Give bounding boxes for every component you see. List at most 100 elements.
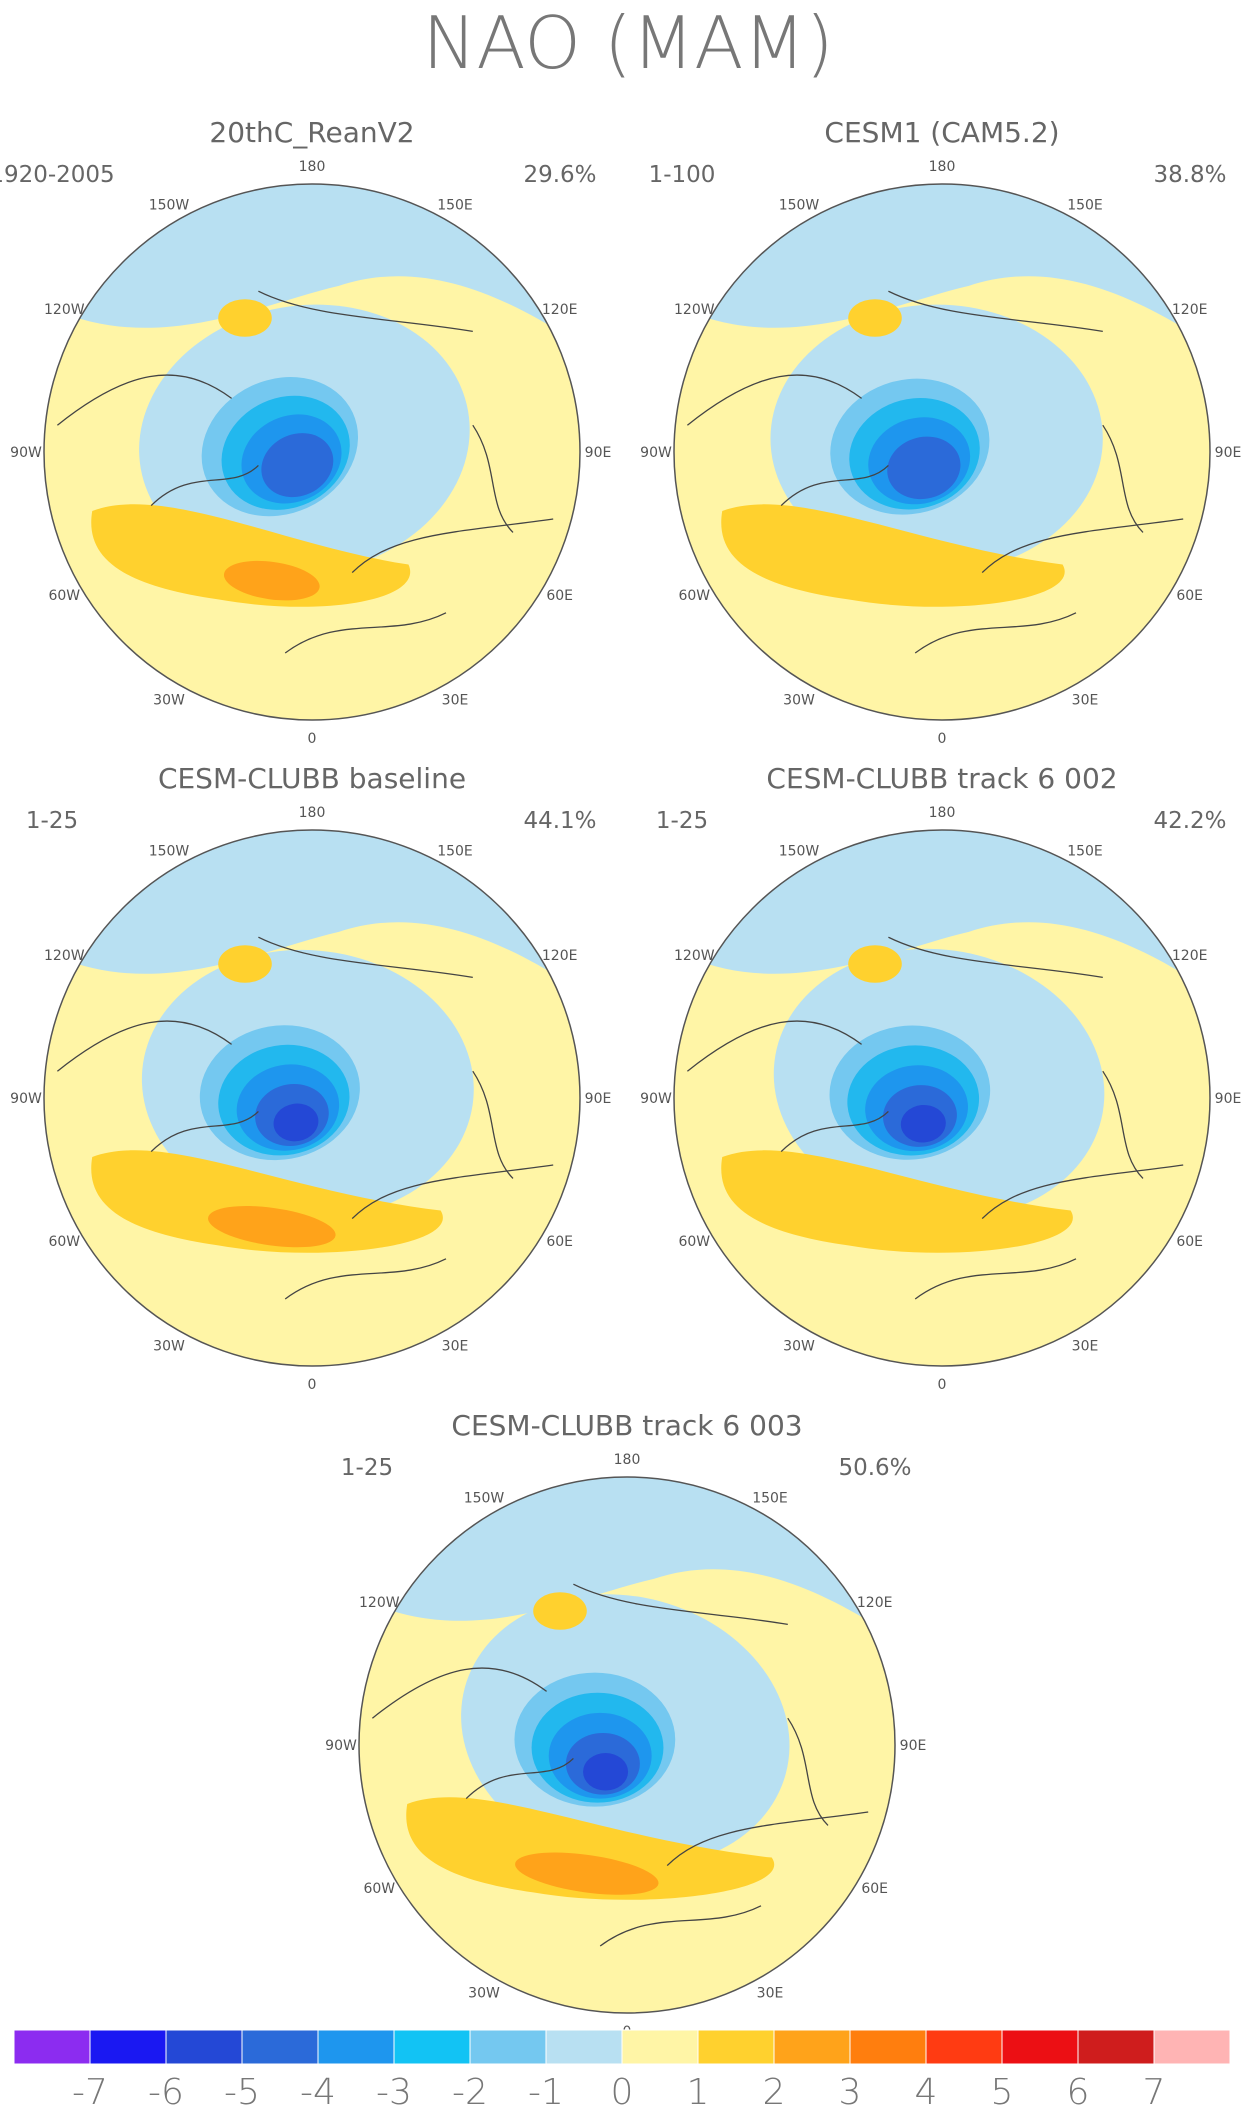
panel-title: CESM-CLUBB track 6 003 [451, 1409, 802, 1442]
map-panel: 20thC_ReanV2 1920-2005 29.6% 180 150E 120E 90E… [0, 116, 611, 747]
shading-region [721, 504, 1065, 607]
lon-label: 30W [468, 1986, 500, 2002]
coastline [284, 612, 447, 654]
map-panel: CESM-CLUBB track 6 003 1-25 50.6% 180 150E 12… [325, 1409, 926, 2040]
shading-region [208, 1206, 336, 1248]
coastline [351, 518, 554, 574]
lon-label: 0 [308, 1377, 317, 1393]
polar-map [359, 1477, 895, 2013]
shading-region [900, 1104, 946, 1143]
figure-title: NAO (MAM) [422, 1, 833, 85]
shading-region [674, 830, 1210, 991]
map-panel: CESM-CLUBB track 6 002 1-25 42.2% 180 150E 12… [640, 762, 1241, 1393]
colorbar-label: 3 [839, 2072, 862, 2113]
colorbar-swatch [621, 2029, 699, 2065]
period-label: 1-25 [656, 808, 708, 834]
coastline [780, 1110, 889, 1153]
lon-label: 150W [464, 1490, 505, 1506]
map-rim [358, 1476, 896, 2014]
polar-map [44, 830, 580, 1366]
coastline [888, 936, 1103, 979]
coastline [914, 612, 1077, 654]
coastline [787, 1717, 829, 1826]
lon-label: 120E [857, 1595, 893, 1611]
coastline [888, 290, 1103, 333]
colorbar-swatch [773, 2029, 851, 2065]
shading-region [44, 184, 580, 345]
lon-label: 90W [10, 445, 42, 461]
variance-percent: 44.1% [523, 808, 596, 834]
lon-label: 60W [48, 588, 80, 604]
colorbar-label: 6 [1067, 2072, 1090, 2113]
lon-label: 60E [546, 588, 573, 604]
lon-label: 30E [442, 693, 469, 709]
map-panels: 20thC_ReanV2 1920-2005 29.6% 180 150E 120E 90E… [0, 116, 1241, 2040]
lon-label: 0 [938, 1377, 947, 1393]
lon-label: 120E [1172, 948, 1208, 964]
colorbar-swatch [1001, 2029, 1079, 2065]
lon-label: 30E [1072, 1339, 1099, 1355]
lon-label: 120W [674, 948, 715, 964]
lon-label: 60E [1176, 1234, 1203, 1250]
lon-label: 180 [929, 159, 956, 175]
lon-label: 120W [359, 1595, 400, 1611]
coastline [472, 1070, 514, 1179]
lon-label: 120W [674, 302, 715, 318]
lon-label: 180 [299, 159, 326, 175]
lon-label: 150W [149, 843, 190, 859]
panel-title: CESM-CLUBB baseline [158, 762, 466, 795]
colorbar-swatch [165, 2029, 243, 2065]
colorbar-swatch [697, 2029, 775, 2065]
shading-region [848, 945, 902, 983]
shading-region [223, 560, 320, 601]
coastline [686, 374, 862, 426]
panel-title: 20thC_ReanV2 [209, 116, 414, 149]
coastline [1102, 1070, 1144, 1179]
colorbar-label: 5 [991, 2072, 1014, 2113]
coastline [472, 424, 514, 533]
colorbar: -7 -6 -5 -4 -3 -2 -1 0 1 2 3 4 5 6 7 [13, 2029, 1231, 2113]
map-rim [43, 829, 581, 1367]
lon-label: 90E [585, 445, 612, 461]
lon-label: 60W [678, 1234, 710, 1250]
coastline [465, 1757, 574, 1800]
lon-label: 150E [752, 1490, 788, 1506]
lon-label: 90E [1215, 1091, 1242, 1107]
shading-region [674, 184, 1210, 345]
shading-region [218, 299, 272, 337]
lon-label: 60W [363, 1881, 395, 1897]
period-label: 1-25 [341, 1455, 393, 1481]
coastline [351, 1164, 554, 1220]
lon-label: 120E [1172, 302, 1208, 318]
colorbar-label: 1 [687, 2072, 710, 2113]
period-label: 1-100 [649, 162, 716, 188]
coastline [258, 936, 473, 979]
coastline [150, 1110, 259, 1153]
lon-label: 90E [585, 1091, 612, 1107]
colorbar-label: -2 [452, 2072, 488, 2113]
coastline [914, 1258, 1077, 1300]
colorbar-swatch [1077, 2029, 1155, 2065]
colorbar-label: -7 [72, 2072, 108, 2113]
lon-label: 150W [149, 197, 190, 213]
coastline [1102, 424, 1144, 533]
lon-label: 150W [779, 197, 820, 213]
colorbar-label: 0 [611, 2072, 634, 2113]
lon-label: 120E [542, 302, 578, 318]
lon-label: 60W [48, 1234, 80, 1250]
shading-region [91, 1150, 443, 1253]
coastline [666, 1811, 869, 1867]
map-panel: CESM1 (CAM5.2) 1-100 38.8% 180 150E 120E 90E 60… [640, 116, 1241, 747]
shading-region [848, 299, 902, 337]
lon-label: 60E [1176, 588, 1203, 604]
shading-region [583, 1753, 629, 1791]
lon-label: 90W [325, 1738, 357, 1754]
map-rim [43, 183, 581, 721]
lon-label: 60W [678, 588, 710, 604]
polar-map [44, 184, 580, 720]
variance-percent: 38.8% [1153, 162, 1226, 188]
lon-label: 150W [779, 843, 820, 859]
lon-label: 90E [900, 1738, 927, 1754]
map-panel: CESM-CLUBB baseline 1-25 44.1% 180 150E 120E 9… [10, 762, 611, 1393]
